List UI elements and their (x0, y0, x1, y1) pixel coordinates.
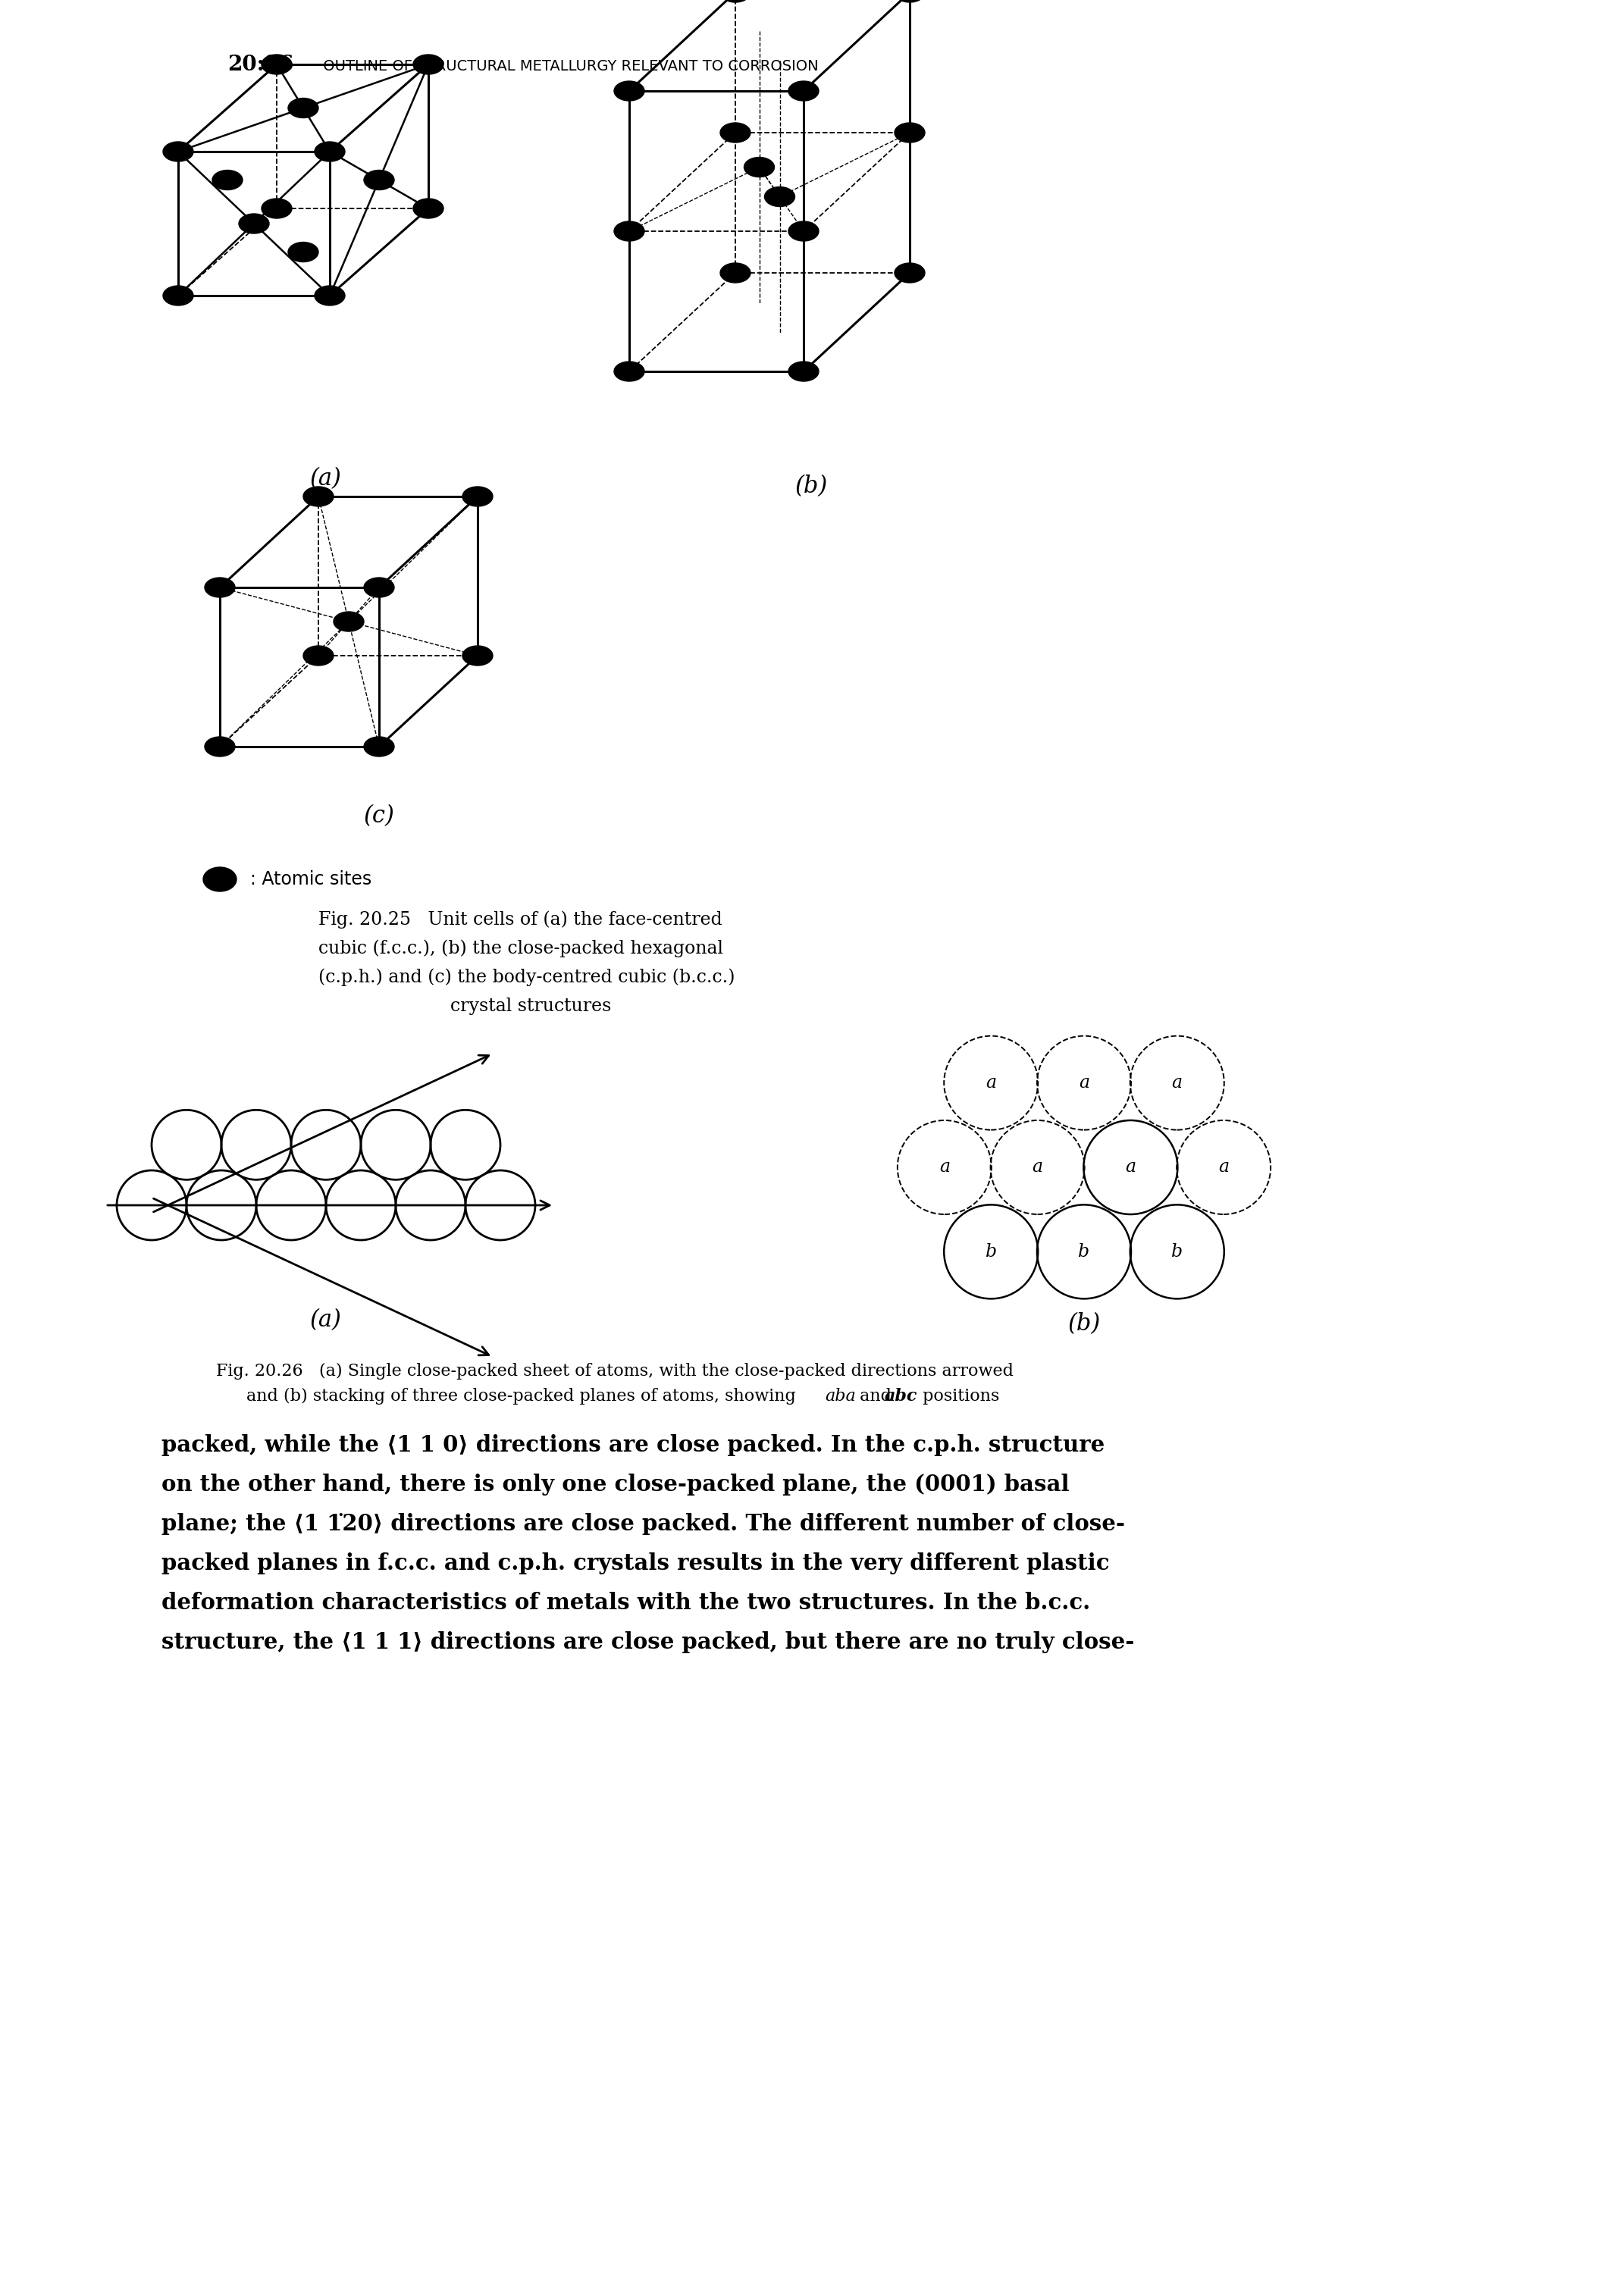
Text: a: a (1125, 1159, 1137, 1176)
Ellipse shape (894, 122, 925, 142)
Ellipse shape (720, 264, 750, 282)
Ellipse shape (288, 241, 319, 262)
Text: abc: abc (884, 1387, 917, 1405)
Ellipse shape (212, 170, 243, 191)
Text: (c.p.h.) and (c) the body-centred cubic (b.c.c.): (c.p.h.) and (c) the body-centred cubic … (319, 969, 736, 987)
Text: aba: aba (825, 1387, 855, 1405)
Text: on the other hand, there is only one close-packed plane, the (0001) basal: on the other hand, there is only one clo… (162, 1474, 1069, 1495)
Ellipse shape (765, 186, 796, 207)
Text: structure, the ⟨1 1 1⟩ directions are close packed, but there are no truly close: structure, the ⟨1 1 1⟩ directions are cl… (162, 1630, 1135, 1653)
Text: packed planes in f.c.c. and c.p.h. crystals results in the very different plasti: packed planes in f.c.c. and c.p.h. cryst… (162, 1552, 1109, 1575)
Text: cubic (f.c.c.), (b) the close-packed hexagonal: cubic (f.c.c.), (b) the close-packed hex… (319, 939, 723, 957)
Text: (c): (c) (364, 804, 395, 829)
Text: (b): (b) (1067, 1311, 1101, 1336)
Text: and: and (854, 1387, 897, 1405)
Ellipse shape (163, 142, 194, 161)
Text: b: b (1079, 1242, 1090, 1261)
Text: a: a (939, 1159, 949, 1176)
Ellipse shape (304, 645, 333, 666)
Ellipse shape (894, 264, 925, 282)
Ellipse shape (364, 170, 395, 191)
Text: packed, while the ⟨1 1 0⟩ directions are close packed. In the c.p.h. structure: packed, while the ⟨1 1 0⟩ directions are… (162, 1435, 1104, 1456)
Text: OUTLINE OF STRUCTURAL METALLURGY RELEVANT TO CORROSION: OUTLINE OF STRUCTURAL METALLURGY RELEVAN… (319, 60, 818, 73)
Ellipse shape (315, 142, 344, 161)
Text: b: b (1171, 1242, 1184, 1261)
Ellipse shape (614, 220, 644, 241)
Ellipse shape (789, 220, 818, 241)
Text: a: a (1172, 1075, 1182, 1091)
Ellipse shape (262, 55, 291, 73)
Text: positions: positions (917, 1387, 999, 1405)
Ellipse shape (364, 579, 395, 597)
Ellipse shape (720, 122, 750, 142)
Ellipse shape (204, 868, 236, 891)
Ellipse shape (333, 611, 364, 631)
Text: deformation characteristics of metals with the two structures. In the b.c.c.: deformation characteristics of metals wi… (162, 1591, 1090, 1614)
Ellipse shape (205, 579, 234, 597)
Ellipse shape (304, 487, 333, 507)
Text: a: a (986, 1075, 996, 1091)
Text: a: a (1079, 1075, 1090, 1091)
Ellipse shape (414, 197, 443, 218)
Text: (a): (a) (310, 466, 341, 491)
Text: Fig. 20.25   Unit cells of (a) the face-centred: Fig. 20.25 Unit cells of (a) the face-ce… (319, 912, 723, 928)
Ellipse shape (414, 55, 443, 73)
Text: a: a (1218, 1159, 1229, 1176)
Text: b: b (985, 1242, 996, 1261)
Ellipse shape (315, 285, 344, 305)
Text: 20:96: 20:96 (228, 55, 294, 76)
Text: Fig. 20.26   (a) Single close-packed sheet of atoms, with the close-packed direc: Fig. 20.26 (a) Single close-packed sheet… (217, 1364, 1014, 1380)
Ellipse shape (614, 360, 644, 381)
Text: a: a (1032, 1159, 1043, 1176)
Ellipse shape (239, 214, 268, 234)
Ellipse shape (262, 197, 291, 218)
Ellipse shape (744, 158, 775, 177)
Ellipse shape (364, 737, 395, 755)
Ellipse shape (789, 360, 818, 381)
Text: (b): (b) (796, 475, 828, 498)
Ellipse shape (163, 285, 194, 305)
Text: (a): (a) (310, 1309, 341, 1332)
Ellipse shape (789, 80, 818, 101)
Text: crystal structures: crystal structures (450, 996, 611, 1015)
Text: and (b) stacking of three close-packed planes of atoms, showing: and (b) stacking of three close-packed p… (246, 1387, 800, 1405)
Ellipse shape (462, 487, 493, 507)
Ellipse shape (614, 80, 644, 101)
Text: : Atomic sites: : Atomic sites (251, 870, 372, 889)
Text: plane; the ⟨1 1͘20⟩ directions are close packed. The different number of close-: plane; the ⟨1 1͘20⟩ directions are close… (162, 1513, 1125, 1536)
Ellipse shape (288, 99, 319, 117)
Ellipse shape (205, 737, 234, 755)
Ellipse shape (462, 645, 493, 666)
